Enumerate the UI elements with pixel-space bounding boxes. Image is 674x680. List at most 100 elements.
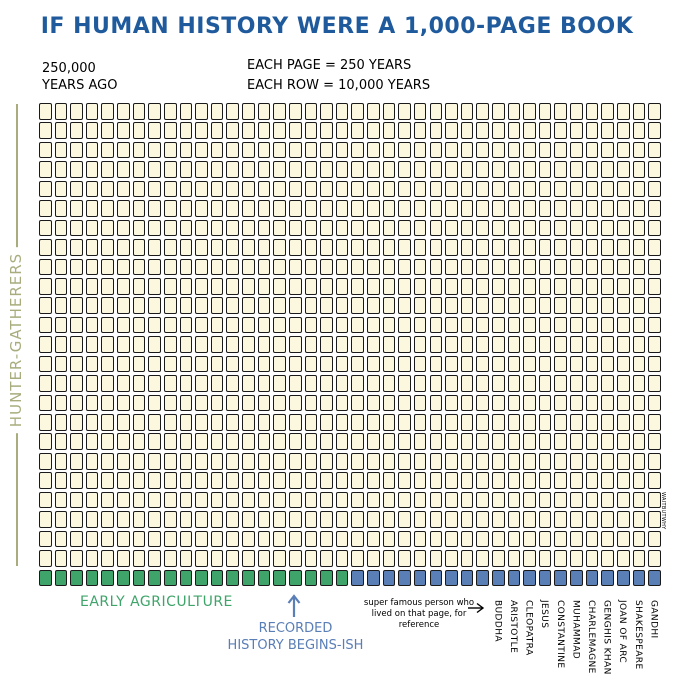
page-hunter-gatherer — [445, 258, 458, 276]
page-hunter-gatherer — [507, 200, 521, 217]
page-hunter-gatherer — [320, 511, 333, 528]
page-hunter-gatherer — [554, 355, 568, 373]
page-hunter-gatherer — [117, 297, 130, 314]
page-hunter-gatherer — [148, 530, 161, 548]
page-hunter-gatherer — [226, 472, 240, 489]
page-hunter-gatherer — [382, 316, 396, 334]
page-hunter-gatherer — [382, 414, 396, 431]
page-hunter-gatherer — [538, 103, 552, 120]
page-hunter-gatherer — [398, 122, 411, 140]
page-hunter-gatherer — [460, 122, 474, 140]
page-hunter-gatherer — [632, 297, 646, 314]
page-hunter-gatherer — [179, 122, 193, 140]
page-hunter-gatherer — [210, 316, 224, 334]
page-hunter-gatherer — [351, 414, 364, 431]
page-hunter-gatherer — [445, 394, 458, 412]
page-hunter-gatherer — [226, 491, 240, 509]
page-hunter-gatherer — [523, 141, 536, 159]
page-hunter-gatherer — [148, 414, 161, 431]
page-hunter-gatherer — [304, 141, 318, 159]
page-hunter-gatherer — [570, 511, 583, 528]
page-hunter-gatherer — [320, 336, 333, 353]
page-hunter-gatherer — [163, 452, 177, 470]
page-hunter-gatherer — [491, 316, 505, 334]
page-hunter-gatherer — [648, 141, 661, 159]
page-hunter-gatherer — [351, 103, 364, 120]
page-hunter-gatherer — [367, 530, 380, 548]
page-hunter-gatherer — [132, 414, 146, 431]
page-hunter-gatherer — [429, 103, 443, 120]
page-hunter-gatherer — [39, 336, 52, 353]
page-hunter-gatherer — [476, 491, 489, 509]
page-recorded-history — [351, 569, 364, 587]
page-recorded-history — [554, 569, 568, 587]
page-hunter-gatherer — [195, 550, 208, 567]
page-hunter-gatherer — [242, 122, 255, 140]
page-hunter-gatherer — [148, 122, 161, 140]
page-hunter-gatherer — [85, 530, 99, 548]
page-hunter-gatherer — [148, 336, 161, 353]
page-hunter-gatherer — [54, 414, 68, 431]
page-hunter-gatherer — [304, 550, 318, 567]
page-hunter-gatherer — [445, 336, 458, 353]
page-hunter-gatherer — [398, 550, 411, 567]
person-label: GENGHIS KHAN — [601, 600, 612, 675]
page-hunter-gatherer — [507, 414, 521, 431]
page-hunter-gatherer — [210, 219, 224, 237]
page-hunter-gatherer — [601, 472, 614, 489]
page-hunter-gatherer — [601, 550, 614, 567]
page-hunter-gatherer — [632, 394, 646, 412]
page-hunter-gatherer — [398, 219, 411, 237]
page-hunter-gatherer — [210, 297, 224, 314]
page-hunter-gatherer — [195, 258, 208, 276]
page-hunter-gatherer — [132, 550, 146, 567]
page-hunter-gatherer — [382, 550, 396, 567]
page-hunter-gatherer — [335, 161, 349, 178]
page-hunter-gatherer — [304, 394, 318, 412]
page-hunter-gatherer — [320, 355, 333, 373]
page-hunter-gatherer — [195, 355, 208, 373]
page-hunter-gatherer — [101, 530, 115, 548]
page-hunter-gatherer — [351, 161, 364, 178]
page-hunter-gatherer — [616, 472, 630, 489]
page-hunter-gatherer — [632, 103, 646, 120]
page-hunter-gatherer — [648, 103, 661, 120]
page-hunter-gatherer — [70, 219, 83, 237]
page-hunter-gatherer — [288, 414, 302, 431]
page-hunter-gatherer — [39, 472, 52, 489]
page-hunter-gatherer — [70, 336, 83, 353]
page-hunter-gatherer — [632, 258, 646, 276]
page-hunter-gatherer — [195, 161, 208, 178]
page-hunter-gatherer — [163, 180, 177, 198]
page-hunter-gatherer — [648, 258, 661, 276]
signature-logo: WAITBUTWHY — [660, 492, 666, 530]
page-hunter-gatherer — [179, 277, 193, 295]
page-hunter-gatherer — [601, 491, 614, 509]
page-hunter-gatherer — [413, 452, 427, 470]
page-hunter-gatherer — [648, 200, 661, 217]
page-hunter-gatherer — [367, 433, 380, 451]
page-hunter-gatherer — [585, 316, 599, 334]
page-hunter-gatherer — [445, 433, 458, 451]
person-label: JESUS — [539, 600, 550, 629]
page-hunter-gatherer — [132, 433, 146, 451]
page-hunter-gatherer — [413, 491, 427, 509]
page-hunter-gatherer — [523, 258, 536, 276]
page-hunter-gatherer — [398, 414, 411, 431]
page-hunter-gatherer — [132, 297, 146, 314]
page-hunter-gatherer — [523, 277, 536, 295]
page-hunter-gatherer — [288, 180, 302, 198]
page-hunter-gatherer — [242, 472, 255, 489]
page-hunter-gatherer — [117, 433, 130, 451]
page-hunter-gatherer — [648, 239, 661, 256]
page-hunter-gatherer — [367, 550, 380, 567]
page-hunter-gatherer — [117, 530, 130, 548]
page-hunter-gatherer — [601, 452, 614, 470]
page-hunter-gatherer — [429, 180, 443, 198]
page-hunter-gatherer — [85, 336, 99, 353]
page-hunter-gatherer — [288, 530, 302, 548]
page-hunter-gatherer — [320, 550, 333, 567]
page-hunter-gatherer — [367, 200, 380, 217]
page-hunter-gatherer — [179, 530, 193, 548]
page-hunter-gatherer — [429, 122, 443, 140]
